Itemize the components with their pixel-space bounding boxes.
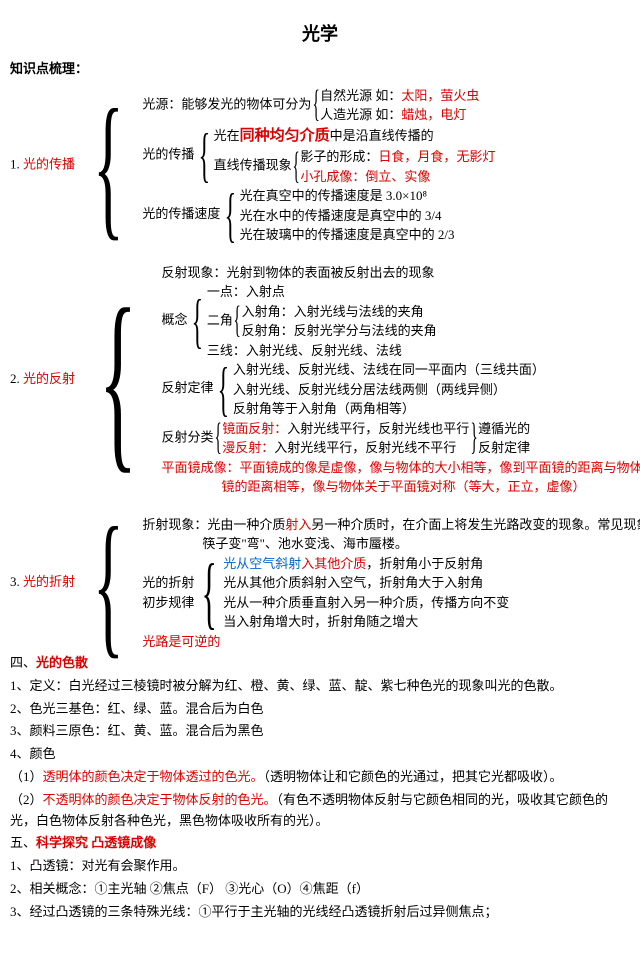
r2: 光从其他介质斜射入空气，折射角大于入射角 [223,573,509,593]
s4-i5r: 透明体的颜色决定于物体透过的色光。 [43,769,264,784]
light-src: 光源：能够发光的物体可分为 [142,96,311,111]
ref-ph1: 折射现象：光由一种介质 [142,517,285,532]
brace-icon: { [99,365,137,395]
r3: 光从一种介质垂直射入另一种介质，传播方向不变 [223,593,509,613]
med-pre: 光在 [214,128,240,143]
two-ang: 二角 [207,312,233,327]
sec3-num: 3. [10,574,20,589]
nat-src: 自然光源 如： [320,88,401,103]
reversible: 光路是可逆的 [142,632,640,652]
brace-icon: { [201,581,216,605]
ref-label2: 初步规律 [142,593,194,613]
s5-n1: 科学探究 [36,835,88,850]
class-label: 反射分类 [162,429,214,444]
r4: 当入射角增大时，折射角随之增大 [223,612,509,632]
s5-i1: 1、凸透镜：对光有会聚作用。 [10,856,630,877]
one-pt: 一点：入射点 [207,282,437,302]
s4-i5b: （透明物体让和它颜色的光通过，把其它光都吸收）。 [264,769,563,784]
brace-icon: { [234,315,241,326]
sec3-name: 光的折射 [23,574,75,589]
sec2-name: 光的反射 [23,371,75,386]
law1: 入射光线、反射光线、法线在同一平面内（三线共面） [233,360,545,380]
s5-num: 五、 [10,835,36,850]
s4-i6r: 不透明体的颜色决定于物体反射的色光。 [43,792,277,807]
prop-label: 光的传播 [142,146,194,161]
mirror: 镜面反射： [222,421,287,436]
plane2: 镜的距离相等，像与物体关于平面镜对称（等大，正立，虚像） [222,477,640,497]
r1c: ，折射角小于反射角 [366,556,483,571]
s4-i4: 4、颜色 [10,744,630,765]
sp2: 光在水中的传播速度是真空中的 3/4 [240,206,455,226]
ang-in: 入射角：入射光线与法线的夹角 [242,302,437,322]
brace-icon: { [292,161,299,172]
three-ln: 三线：入射光线、反射光线、法线 [207,341,437,361]
r1b: 入其他介质 [301,556,366,571]
s4-i5a: （1） [10,769,43,784]
brace-icon: { [217,380,229,398]
ref-label: 光的折射 [142,573,194,593]
sec3: 3. 光的折射 { 折射现象：光由一种介质射入另一种介质时，在介面上将发生光路改… [10,515,630,652]
law3: 反射角等于入射角（两角相等） [233,399,545,419]
pinhole: 小孔成像：倒立、实像 [300,167,495,187]
brace-icon: { [93,153,124,177]
sec1-name: 光的传播 [23,156,75,171]
doc-title: 光学 [10,20,630,49]
ref-ph2: 另一种介质时，在介面上将发生光路改变的现象。常见现象： [311,517,640,532]
art-src: 人造光源 如： [320,107,401,122]
sec1-num: 1. [10,156,20,171]
diffuse-t: 入射光线平行，反射光线不平行 [274,440,456,455]
line-label: 直线传播现象 [214,158,292,173]
shadow-ex: 日食，月食，无影灯 [378,149,495,164]
sec1: 1. 光的传播 { 光源：能够发光的物体可分为 { 自然光源 如：太阳，萤火虫 … [10,86,630,245]
brace-icon: { [224,206,236,224]
med-red: 同种均匀介质 [240,128,330,144]
plane1: 平面镜成像：平面镜成的像是虚像，像与物体的大小相等，像到平面镜的距离与物体到平面 [162,458,640,478]
ref-phr: 射入 [285,517,311,532]
sp1: 光在真空中的传播速度是 3.0×10⁸ [240,186,455,206]
brace-icon: { [198,146,210,164]
both1: 遵循光的 [478,419,530,439]
brace-icon: { [214,432,221,443]
s5-n2: 凸透镜成像 [91,835,156,850]
s4-num: 四、 [10,655,36,670]
s4-i2: 2、色光三基色：红、绿、蓝。混合后为白色 [10,699,630,720]
diffuse: 漫反射： [222,440,274,455]
brace-icon: { [312,99,319,110]
s4-i3: 3、颜料三原色：红、黄、蓝。混合后为黑色 [10,721,630,742]
ref-ph3: 筷子变"弯"、池水变浅、海市蜃楼。 [202,534,640,554]
art-ex: 蜡烛，电灯 [401,107,466,122]
r1a: 光从空气斜射 [223,556,301,571]
speed-label: 光的传播速度 [142,206,220,221]
s5-i3: 3、经过凸透镜的三条特殊光线：①平行于主光轴的光线经凸透镜折射后过异侧焦点； [10,902,630,923]
mirror-t: 入射光线平行，反射光线也平行 [287,421,469,436]
sec2-num: 2. [10,371,20,386]
law2: 入射光线、反射光线分居法线两侧（两线异侧） [233,380,545,400]
s4-name: 光的色散 [36,655,88,670]
both2: 反射定律 [478,438,530,458]
shadow: 影子的形成： [300,149,378,164]
nat-ex: 太阳，萤火虫 [401,88,479,103]
refl-phenom: 反射现象：光射到物体的表面被反射出去的现象 [162,263,640,283]
concept: 概念 [162,312,188,327]
med-suf: 中是沿直线传播的 [330,128,434,143]
brace-icon: { [470,432,477,443]
sp3: 光在玻璃中的传播速度是真空中的 2/3 [240,225,455,245]
s4-i6a: （2） [10,792,43,807]
brace-icon: { [191,312,203,330]
sec2: 2. 光的反射 { 反射现象：光射到物体的表面被反射出去的现象 概念 { 一点：… [10,263,630,497]
sec5-head: 五、科学探究 凸透镜成像 [10,833,630,854]
s4-i1: 1、定义：白光经过三棱镜时被分解为红、橙、黄、绿、蓝、靛、紫七种色光的现象叫光的… [10,676,630,697]
law-label: 反射定律 [162,380,214,395]
ang-rf: 反射角：反射光学分与法线的夹角 [242,321,437,341]
brace-icon: { [93,571,124,595]
s5-i2: 2、相关概念：①主光轴 ②焦点（F） ③光心（O）④焦距（f） [10,879,630,900]
